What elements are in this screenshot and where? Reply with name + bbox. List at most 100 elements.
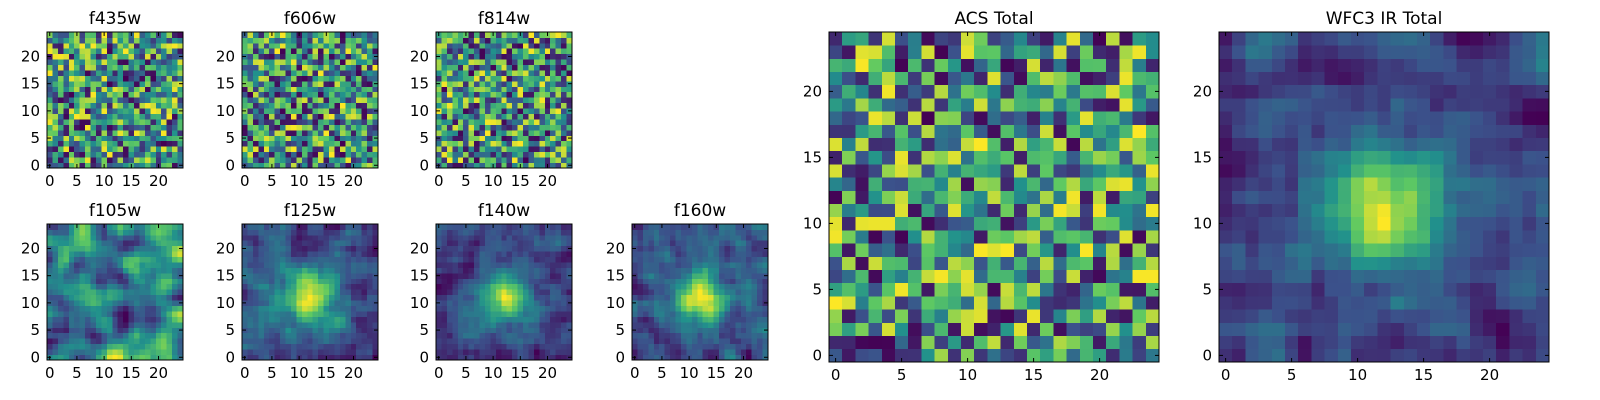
heatmap-cell [675, 300, 682, 306]
heatmap-cell [523, 59, 529, 66]
heatmap-cell [74, 151, 81, 158]
heatmap-cell [172, 272, 178, 279]
heatmap-cell [490, 240, 497, 247]
panel-title: f125w [284, 201, 336, 221]
heatmap-cell [501, 48, 508, 55]
heatmap-cell [134, 42, 140, 49]
panel-title: f140w [478, 201, 530, 221]
heatmap-cell [150, 245, 157, 252]
heatmap-cell [263, 272, 270, 279]
heatmap-cell [361, 53, 368, 60]
heatmap-cell [128, 91, 135, 98]
heatmap-cell [632, 294, 638, 301]
heatmap-cell [177, 256, 184, 263]
heatmap-cell [751, 343, 758, 350]
heatmap-cell [74, 343, 81, 350]
heatmap-cell [361, 262, 368, 268]
heatmap-cell [495, 251, 502, 258]
heatmap-cell [528, 32, 535, 38]
heatmap-cell [112, 272, 119, 279]
heatmap-cell [987, 309, 1001, 323]
heatmap-cell [329, 80, 335, 87]
heatmap-cell [106, 42, 113, 49]
heatmap-cell [323, 129, 330, 136]
heatmap-cell [842, 230, 856, 244]
heatmap-cell [555, 32, 562, 38]
heatmap-cell [139, 42, 146, 49]
heatmap-cell [512, 86, 518, 93]
heatmap-cell [161, 316, 168, 323]
heatmap-cell [128, 338, 135, 345]
heatmap-cell [367, 256, 373, 263]
heatmap-cell [263, 119, 270, 125]
heatmap-cell [356, 311, 363, 317]
heatmap-cell [468, 80, 475, 87]
heatmap-cell [1013, 190, 1028, 204]
heatmap-cell [296, 53, 303, 60]
heatmap-cell [117, 42, 124, 49]
heatmap-cell [339, 311, 346, 317]
heatmap-cell [528, 262, 535, 268]
heatmap-cell [484, 289, 491, 296]
heatmap-cell [123, 224, 129, 230]
heatmap-cell [57, 91, 64, 98]
x-tick-label: 0 [434, 364, 444, 382]
heatmap-cell [735, 316, 742, 323]
heatmap-cell [757, 245, 763, 252]
heatmap-cell [318, 229, 324, 236]
heatmap-cell [90, 283, 97, 290]
heatmap-cell [85, 327, 91, 334]
heatmap-cell [697, 349, 704, 355]
heatmap-cell [457, 97, 464, 104]
heatmap-cell [561, 80, 567, 87]
heatmap-cell [318, 343, 324, 350]
heatmap-cell [539, 75, 546, 82]
heatmap-cell [144, 338, 151, 345]
heatmap-cell [134, 272, 140, 279]
heatmap-cell [452, 229, 459, 236]
heatmap-cell [1013, 296, 1028, 310]
heatmap-cell [329, 53, 335, 60]
heatmap-cell [495, 108, 502, 114]
heatmap-cell [134, 327, 140, 334]
heatmap-cell [555, 108, 562, 114]
heatmap-cell [490, 64, 497, 71]
heatmap-cell [1040, 296, 1054, 310]
heatmap-cell [868, 216, 883, 231]
heatmap-cell [441, 135, 448, 142]
heatmap-cell [172, 251, 178, 258]
heatmap-cell [329, 354, 335, 361]
heatmap-cell [724, 332, 731, 339]
heatmap-cell [436, 240, 442, 247]
heatmap-cell [855, 164, 869, 178]
x-tick-label: 20 [538, 172, 557, 190]
heatmap-cell [452, 91, 459, 98]
heatmap-cell [139, 102, 146, 109]
heatmap-cell [751, 234, 758, 241]
heatmap-cell [457, 251, 464, 258]
heatmap-cell [528, 97, 535, 104]
heatmap-cell [724, 338, 731, 345]
heatmap-cell [367, 321, 373, 328]
heatmap-cell [539, 119, 546, 125]
heatmap-cell [561, 311, 567, 317]
heatmap-cell [79, 162, 86, 169]
heatmap-cell [468, 42, 475, 49]
heatmap-cell [517, 70, 524, 76]
heatmap-cell [123, 349, 129, 355]
heatmap-cell [117, 354, 124, 361]
heatmap-cell [746, 300, 753, 306]
heatmap-cell [296, 108, 303, 114]
heatmap-cell [290, 343, 297, 350]
heatmap-cell [47, 37, 53, 44]
heatmap-cell [350, 64, 357, 71]
heatmap-cell [52, 311, 59, 317]
heatmap-cell [544, 37, 551, 44]
heatmap-cell [339, 75, 346, 82]
heatmap-cell [533, 59, 540, 66]
heatmap-cell [172, 119, 178, 125]
heatmap-cell [501, 140, 508, 147]
heatmap-cell [117, 157, 124, 163]
heatmap-cell [155, 245, 162, 252]
heatmap-cell [490, 129, 497, 136]
